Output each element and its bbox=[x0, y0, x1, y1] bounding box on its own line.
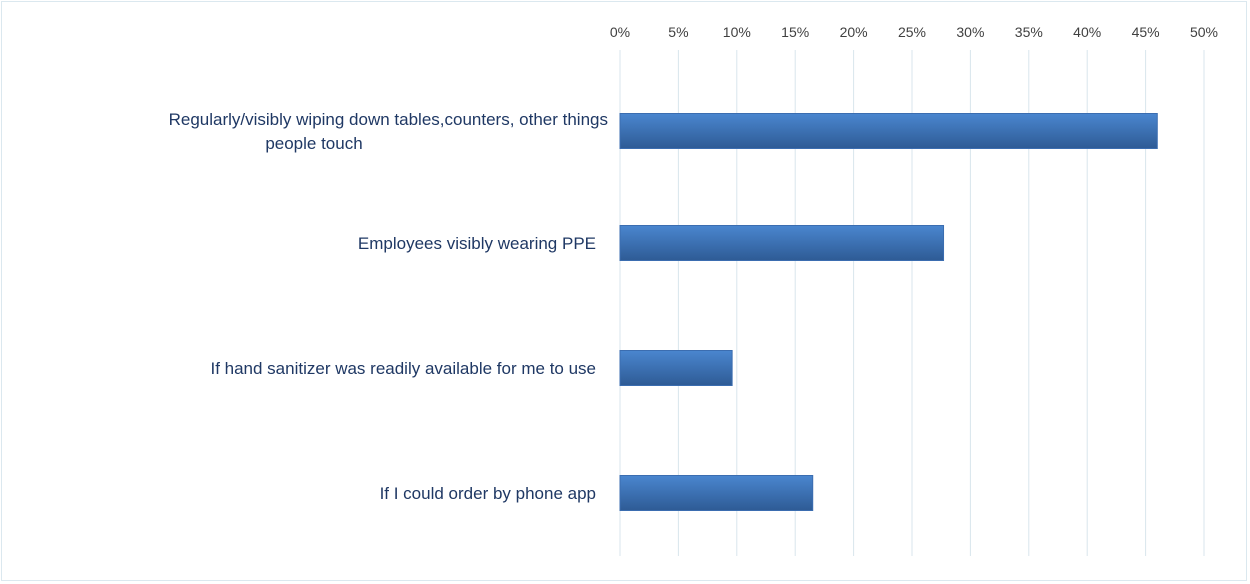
category-labels: Regularly/visibly wiping down tables,cou… bbox=[169, 110, 608, 503]
category-label-line: If I could order by phone app bbox=[380, 484, 596, 503]
x-tick-label: 50% bbox=[1190, 24, 1218, 40]
bar bbox=[619, 113, 1158, 149]
x-tick-label: 5% bbox=[668, 24, 688, 40]
bar bbox=[619, 350, 733, 386]
bar bbox=[619, 475, 814, 511]
x-tick-label: 10% bbox=[723, 24, 751, 40]
x-tick-label: 40% bbox=[1073, 24, 1101, 40]
x-tick-label: 25% bbox=[898, 24, 926, 40]
category-label-line: Regularly/visibly wiping down tables,cou… bbox=[169, 110, 608, 129]
x-tick-label: 35% bbox=[1015, 24, 1043, 40]
x-tick-label: 20% bbox=[840, 24, 868, 40]
x-tick-label: 15% bbox=[781, 24, 809, 40]
category-label: Regularly/visibly wiping down tables,cou… bbox=[169, 110, 608, 153]
category-label: If hand sanitizer was readily available … bbox=[210, 359, 596, 378]
category-label: If I could order by phone app bbox=[380, 484, 596, 503]
category-label-line: If hand sanitizer was readily available … bbox=[210, 359, 596, 378]
category-label-line: Employees visibly wearing PPE bbox=[358, 234, 596, 253]
x-axis-tick-labels: 0% 5% 10% 15% 20% 25% 30% 35% 40% 45% 50% bbox=[610, 24, 1218, 40]
bar bbox=[619, 225, 945, 261]
x-tick-label: 30% bbox=[956, 24, 984, 40]
x-tick-label: 45% bbox=[1132, 24, 1160, 40]
bars bbox=[619, 113, 1158, 511]
category-label-line: people touch bbox=[265, 134, 362, 153]
category-label: Employees visibly wearing PPE bbox=[358, 234, 596, 253]
x-tick-label: 0% bbox=[610, 24, 630, 40]
